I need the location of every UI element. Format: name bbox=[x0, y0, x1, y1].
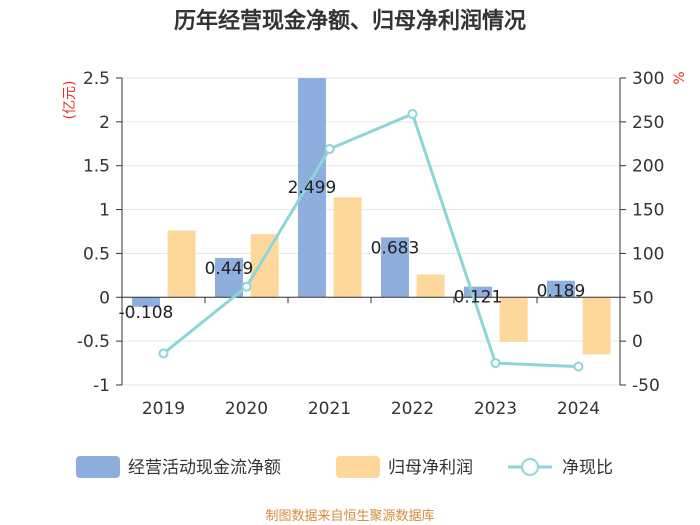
category-label: 2023 bbox=[474, 399, 517, 419]
right-tick-label: 0 bbox=[632, 332, 643, 352]
right-axis-unit: % bbox=[672, 71, 688, 84]
cash-flow-value-label: 2.499 bbox=[288, 178, 337, 198]
cash-flow-value-label: 0.189 bbox=[537, 282, 586, 302]
right-tick-label: 150 bbox=[632, 201, 664, 221]
source-note: 制图数据来自恒生聚源数据库 bbox=[265, 508, 434, 524]
right-tick-label: 250 bbox=[632, 113, 664, 133]
legend-net-profit: 归母净利润 bbox=[336, 456, 473, 478]
ratio-point bbox=[158, 348, 169, 359]
left-tick-label: -1 bbox=[93, 376, 110, 396]
data-labels: -0.108 0.449 2.499 0.683 0.121 0.189 bbox=[119, 178, 586, 323]
category-label: 2022 bbox=[391, 399, 434, 419]
left-axis-unit: (亿元) bbox=[62, 81, 78, 120]
chart-title: 历年经营现金净额、归母净利润情况 bbox=[174, 8, 526, 34]
net-profit-bar bbox=[499, 297, 528, 343]
legend-swatch bbox=[76, 456, 120, 478]
right-tick-label: -50 bbox=[632, 376, 660, 396]
right-tick-label: 100 bbox=[632, 244, 664, 264]
legend-marker bbox=[521, 458, 539, 476]
right-tick-label: 50 bbox=[632, 288, 654, 308]
cash-flow-value-label: 0.683 bbox=[371, 238, 420, 258]
left-tick-label: 2 bbox=[99, 113, 110, 133]
legend-label: 归母净利润 bbox=[388, 458, 473, 478]
cash-flow-bar bbox=[214, 257, 243, 298]
ratio-point bbox=[573, 361, 584, 372]
category-label: 2024 bbox=[557, 399, 600, 419]
ratio-line bbox=[158, 108, 584, 372]
legend-label: 净现比 bbox=[562, 458, 613, 478]
bars bbox=[131, 78, 611, 355]
left-tick-label: -0.5 bbox=[77, 332, 110, 352]
cash-flow-bar bbox=[131, 297, 160, 307]
cash-flow-value-label: 0.449 bbox=[205, 259, 254, 279]
cash-flow-value-label: 0.121 bbox=[454, 288, 503, 308]
legend-swatch bbox=[336, 456, 380, 478]
ratio-point bbox=[241, 281, 252, 292]
cash-flow-bar bbox=[380, 237, 409, 298]
left-tick-label: 0 bbox=[99, 288, 110, 308]
grid-lines bbox=[122, 77, 620, 386]
cash-flow-bar bbox=[297, 78, 326, 298]
legend-cash-flow: 经营活动现金流净额 bbox=[76, 456, 281, 478]
right-tick-label: 200 bbox=[632, 157, 664, 177]
left-tick-label: 1.5 bbox=[83, 157, 110, 177]
cash-flow-bar bbox=[546, 280, 575, 298]
left-tick-label: 1 bbox=[99, 201, 110, 221]
axes: 2.5 2 1.5 1 0.5 0 -0.5 -1 300 250 200 150 100 50 0 -50 2… bbox=[62, 69, 688, 419]
net-profit-bar bbox=[167, 230, 196, 298]
legend-label: 经营活动现金流净额 bbox=[128, 458, 281, 478]
cash-flow-bar bbox=[463, 286, 492, 298]
ratio-point bbox=[407, 108, 418, 119]
ratio-point bbox=[490, 358, 501, 369]
ratio-point bbox=[324, 144, 335, 155]
category-label: 2021 bbox=[308, 399, 351, 419]
cash-flow-value-label: -0.108 bbox=[119, 303, 174, 323]
net-profit-bar bbox=[582, 297, 611, 355]
right-tick-label: 300 bbox=[632, 69, 664, 89]
category-label: 2019 bbox=[142, 399, 185, 419]
net-profit-bar bbox=[416, 274, 445, 298]
legend: 经营活动现金流净额 归母净利润 净现比 bbox=[76, 456, 613, 478]
category-label: 2020 bbox=[225, 399, 268, 419]
legend-ratio: 净现比 bbox=[508, 458, 613, 478]
net-profit-bar bbox=[333, 197, 362, 298]
left-tick-label: 2.5 bbox=[83, 69, 110, 89]
net-profit-bar bbox=[250, 234, 279, 298]
ratio-line-path bbox=[162, 111, 579, 369]
left-tick-label: 0.5 bbox=[83, 244, 110, 264]
